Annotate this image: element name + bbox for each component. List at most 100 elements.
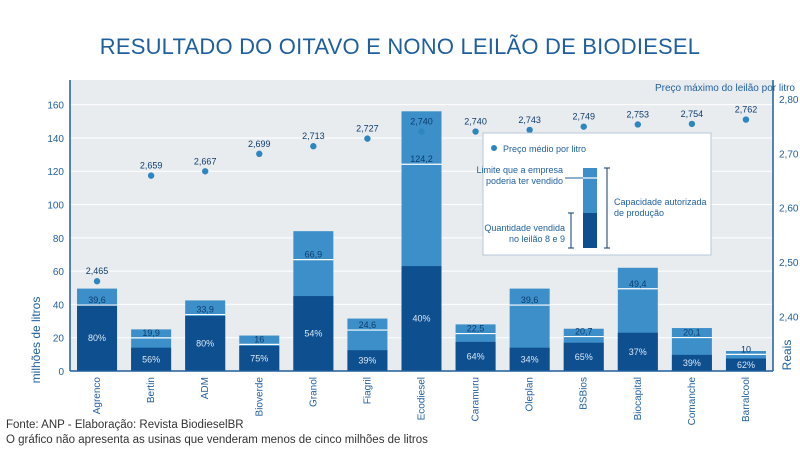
- y-tick-label: 120: [47, 167, 64, 178]
- price-label: 2,749: [572, 112, 595, 122]
- price-dot: [526, 126, 533, 134]
- percent-label: 56%: [142, 354, 160, 364]
- bar-sold: [131, 347, 172, 371]
- limit-label: 39,6: [521, 295, 539, 305]
- legend-bar-dark: [583, 213, 597, 248]
- x-tick-label: Fiagril: [362, 377, 373, 404]
- footer-note: O gráfico não apresenta as usinas que ve…: [6, 434, 428, 446]
- bar-sold: [347, 350, 388, 371]
- bar-sold: [77, 305, 118, 371]
- bar-sold: [293, 296, 334, 371]
- bar-sold: [671, 354, 712, 371]
- limit-label: 22,5: [467, 324, 485, 334]
- bar-sold: [455, 341, 496, 371]
- percent-label: 64%: [467, 351, 485, 361]
- price-label: 2,740: [464, 117, 487, 127]
- limit-label: 19,9: [142, 328, 160, 338]
- percent-label: 65%: [575, 352, 593, 362]
- limit-label: 20,1: [683, 328, 701, 338]
- limit-label: 20,7: [575, 327, 593, 337]
- price-dot: [580, 123, 587, 130]
- legend-price: Preço médio por litro: [503, 144, 586, 154]
- legend-limit-1: Limite que a empresa: [476, 165, 563, 175]
- x-tick-label: BSBios: [579, 377, 590, 410]
- price-dot: [147, 172, 155, 179]
- price-dot: [472, 128, 479, 135]
- limit-label: 24,6: [359, 320, 377, 330]
- y2-tick-label: 2,50: [779, 258, 799, 269]
- price-dot: [256, 150, 263, 158]
- x-tick-label: Caramuru: [471, 377, 482, 421]
- x-tick-label: Biocapital: [633, 377, 644, 420]
- price-label: 2,753: [627, 109, 650, 119]
- price-dot: [742, 116, 750, 123]
- price-label: 2,667: [194, 156, 217, 166]
- limit-label: 49,4: [629, 279, 647, 289]
- percent-label: 62%: [737, 360, 755, 370]
- price-label: 2,659: [140, 161, 163, 171]
- percent-label: 75%: [250, 354, 268, 364]
- x-tick-label: Bioverde: [254, 377, 265, 417]
- price-label: 2,754: [681, 109, 704, 119]
- percent-label: 54%: [304, 329, 322, 339]
- percent-label: 39%: [358, 356, 376, 366]
- price-label: 2,727: [356, 124, 379, 134]
- y2-tick-label: 2,80: [779, 95, 799, 106]
- x-tick-label: Comanche: [687, 377, 698, 426]
- y-tick-label: 160: [47, 101, 64, 112]
- y-tick-label: 80: [53, 234, 65, 245]
- percent-label: 34%: [521, 354, 539, 364]
- y2-tick-label: 2,60: [779, 204, 799, 215]
- y-tick-label: 0: [58, 367, 64, 378]
- legend-capacity-2: de produção: [614, 208, 664, 218]
- legend: Preço médio por litro Limite que a empres…: [476, 132, 712, 256]
- y-tick-label: 60: [53, 267, 65, 278]
- bar-sold: [401, 266, 442, 371]
- y2-tick-label: 2,70: [779, 149, 799, 160]
- percent-label: 37%: [629, 347, 647, 357]
- price-dot: [688, 120, 696, 128]
- price-label: 2,713: [302, 131, 325, 141]
- footer: Fonte: ANP - Elaboração: Revista Biodies…: [6, 418, 428, 448]
- price-dot: [201, 168, 209, 175]
- legend-sold-1: Quantidade vendida: [484, 223, 565, 233]
- price-label: 2,743: [518, 115, 541, 125]
- y-tick-label: 100: [47, 201, 64, 212]
- y2-tick-label: 2,40: [779, 313, 799, 324]
- y2-axis-title: Reais: [780, 340, 794, 371]
- bars: 39,6 80% 19,9 56% 33,9 80% 16 75% 66,9 54% 24,6 39%…: [77, 111, 766, 372]
- axes: 0 20 40 60 80 100 120 140 160 2,40 2,50 2,60 2,70 2,8…: [29, 80, 799, 425]
- legend-dot-icon: [491, 145, 497, 151]
- price-dot: [364, 135, 371, 142]
- price-label: 2,762: [735, 105, 758, 115]
- y-tick-label: 40: [53, 300, 65, 311]
- y-axis-title: milhões de litros: [29, 297, 43, 384]
- bar-sold: [563, 342, 604, 371]
- limit-label: 39,6: [88, 295, 106, 305]
- limit-label: 16: [254, 334, 264, 344]
- legend-capacity-1: Capacidade autorizada: [614, 197, 707, 207]
- percent-label: 80%: [196, 339, 214, 349]
- limit-label: 124,2: [410, 154, 433, 164]
- limit-label: 10: [741, 344, 751, 354]
- limit-label: 66,9: [305, 250, 323, 260]
- bar-sold: [725, 358, 766, 371]
- bar-sold: [185, 316, 226, 371]
- x-tick-label: Granol: [308, 377, 319, 407]
- x-tick-label: Agrenco: [92, 377, 103, 415]
- chart-title: RESULTADO DO OITAVO E NONO LEILÃO DE BIO…: [99, 34, 701, 59]
- percent-label: 39%: [683, 358, 701, 368]
- price-label: 2,465: [86, 266, 109, 276]
- price-dots: 2,465 2,659 2,667 2,699 2,713 2,727 2,740 2,740…: [86, 105, 757, 285]
- x-tick-label: Oleplan: [525, 377, 536, 411]
- percent-label: 40%: [412, 314, 430, 324]
- price-dot: [634, 121, 642, 128]
- footer-source: Fonte: ANP - Elaboração: Revista Biodies…: [6, 419, 244, 431]
- x-tick-label: Barralcool: [741, 377, 752, 422]
- bar-sold: [509, 347, 550, 371]
- price-dot: [93, 278, 101, 285]
- price-label: 2,740: [410, 117, 433, 127]
- legend-limit-2: poderia ter vendido: [486, 176, 563, 186]
- price-label: 2,699: [248, 139, 271, 149]
